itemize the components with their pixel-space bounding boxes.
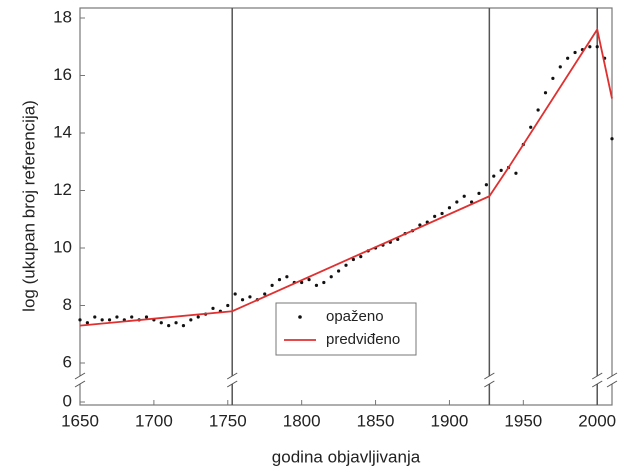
- observed-point: [484, 183, 488, 187]
- axis-break-mark: [74, 372, 86, 380]
- observed-point: [470, 200, 474, 204]
- axis-break-mark: [606, 372, 618, 380]
- observed-point: [78, 318, 82, 322]
- observed-point: [440, 211, 444, 216]
- y-tick-label: 14: [53, 122, 72, 141]
- observed-point: [144, 315, 149, 319]
- axis-break-mark: [484, 372, 495, 380]
- observed-point: [566, 56, 570, 60]
- observed-point: [93, 315, 97, 319]
- y-tick-label: 16: [53, 65, 72, 84]
- observed-point: [233, 292, 237, 296]
- observed-point: [300, 280, 304, 285]
- x-tick-label: 1800: [283, 411, 321, 430]
- observed-point: [588, 45, 592, 49]
- observed-point: [447, 206, 452, 210]
- observed-point: [307, 278, 311, 282]
- observed-point: [477, 191, 481, 195]
- observed-point: [455, 200, 459, 204]
- observed-point: [499, 168, 503, 172]
- observed-point: [174, 321, 178, 325]
- observed-point: [277, 278, 282, 282]
- axis-break-mark: [226, 372, 238, 380]
- observed-point: [159, 321, 163, 325]
- x-tick-label: 1750: [209, 411, 247, 430]
- x-axis-label: godina objavljivanja: [272, 447, 421, 466]
- legend-label: predviđeno: [326, 331, 400, 348]
- observed-point: [433, 214, 437, 218]
- observed-point: [130, 315, 134, 319]
- x-tick-label: 1950: [504, 411, 542, 430]
- observed-point: [418, 223, 422, 227]
- observed-point: [492, 174, 496, 178]
- observed-point: [514, 171, 518, 175]
- observed-point: [337, 269, 341, 273]
- axis-break-mark: [591, 380, 603, 388]
- observed-point: [248, 295, 252, 299]
- axis-break-mark: [74, 380, 86, 388]
- y-tick-label: 8: [63, 295, 72, 314]
- legend-label: opaženo: [326, 308, 384, 325]
- observed-point: [351, 257, 355, 262]
- observed-point: [543, 91, 548, 95]
- observed-point: [100, 318, 104, 322]
- observed-point: [314, 283, 319, 287]
- observed-point: [322, 280, 326, 285]
- axis-break-mark: [484, 380, 495, 388]
- observed-point: [263, 292, 267, 296]
- observed-point: [167, 324, 171, 328]
- y-tick-label: 18: [53, 7, 72, 26]
- y-tick-label: 6: [63, 352, 72, 371]
- axis-break-gap: [606, 376, 618, 384]
- observed-point: [359, 255, 363, 259]
- axis-break-mark: [226, 380, 238, 388]
- observed-point: [189, 318, 193, 322]
- observed-point: [329, 275, 333, 279]
- x-tick-label: 1850: [357, 411, 395, 430]
- observed-point: [610, 137, 614, 141]
- axis-break-gap: [226, 376, 239, 384]
- y-tick-label: 0: [63, 391, 72, 410]
- observed-point: [558, 65, 562, 69]
- x-tick-label: 1700: [135, 411, 173, 430]
- y-tick-label: 10: [53, 237, 72, 256]
- legend-box: [275, 302, 417, 356]
- axis-break-mark: [606, 380, 618, 388]
- observed-point: [107, 318, 112, 322]
- legend-symbol: [298, 315, 302, 319]
- axis-break-gap: [483, 376, 496, 384]
- axis-break-mark: [591, 372, 603, 380]
- observed-point: [211, 306, 215, 310]
- observed-point: [573, 50, 577, 55]
- observed-point: [85, 321, 89, 325]
- axis-break-gap: [74, 376, 86, 384]
- observed-point: [462, 194, 466, 198]
- observed-point: [270, 283, 274, 287]
- observed-point: [181, 324, 186, 328]
- observed-point: [240, 298, 245, 302]
- plot-frame: [79, 7, 613, 406]
- observed-point: [551, 76, 555, 80]
- observed-point: [344, 263, 348, 267]
- observed-point: [115, 315, 119, 319]
- y-axis-label: log (ukupan broj referencija): [19, 100, 38, 312]
- axis-break-gap: [591, 376, 604, 384]
- predicted-line: [79, 27, 613, 327]
- observed-point: [595, 45, 599, 49]
- x-tick-label: 1900: [431, 411, 469, 430]
- observed-point: [536, 108, 540, 112]
- observed-point: [226, 303, 230, 308]
- observed-point: [396, 237, 400, 241]
- x-tick-label: 1650: [61, 411, 99, 430]
- observed-point: [285, 275, 289, 279]
- observed-point: [529, 125, 533, 129]
- x-tick-label: 2000: [578, 411, 616, 430]
- y-tick-label: 12: [53, 180, 72, 199]
- observed-point: [196, 315, 200, 319]
